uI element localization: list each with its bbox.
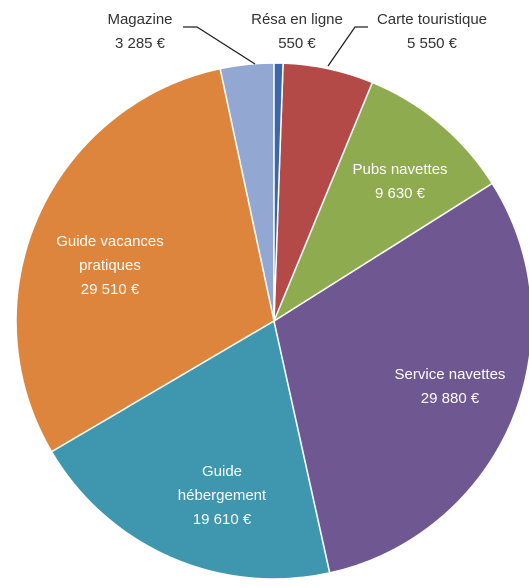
slice-label: Pubs navettes 9 630 €	[330, 158, 470, 206]
slice-label: Service navettes 29 880 €	[365, 363, 529, 411]
category-label: Guide vacances pratiques	[56, 233, 164, 274]
value-label: 3 285 €	[114, 35, 166, 52]
slice-label: Carte touristique 5 550 €	[357, 8, 507, 56]
category-label: Carte touristique	[376, 11, 488, 28]
slice-label: Guide hébergement 19 610 €	[167, 460, 277, 532]
pie-slice	[272, 81, 494, 323]
value-label: 5 550 €	[406, 35, 458, 52]
category-label: Résa en ligne	[251, 11, 343, 28]
pie-slice	[15, 67, 275, 453]
value-label: 550 €	[278, 35, 316, 52]
leader-line	[327, 26, 368, 67]
slice-label: Guide vacances pratiques 29 510 €	[25, 230, 195, 302]
value-label: 19 610 €	[192, 511, 252, 528]
slice-label: Magazine 3 285 €	[85, 8, 195, 56]
category-label: Magazine	[107, 11, 173, 28]
value-label: 29 880 €	[420, 390, 480, 407]
slice-label: Résa en ligne 550 €	[227, 8, 367, 56]
pie-slice	[273, 62, 284, 322]
value-label: 29 510 €	[80, 281, 140, 298]
pie-slice	[273, 182, 529, 574]
category-label: Service navettes	[394, 366, 506, 383]
leader-line	[183, 26, 256, 65]
pie-slice	[50, 319, 331, 580]
category-label: Guide hébergement	[177, 463, 267, 504]
value-label: 9 630 €	[374, 185, 426, 202]
category-label: Pubs navettes	[352, 161, 448, 178]
